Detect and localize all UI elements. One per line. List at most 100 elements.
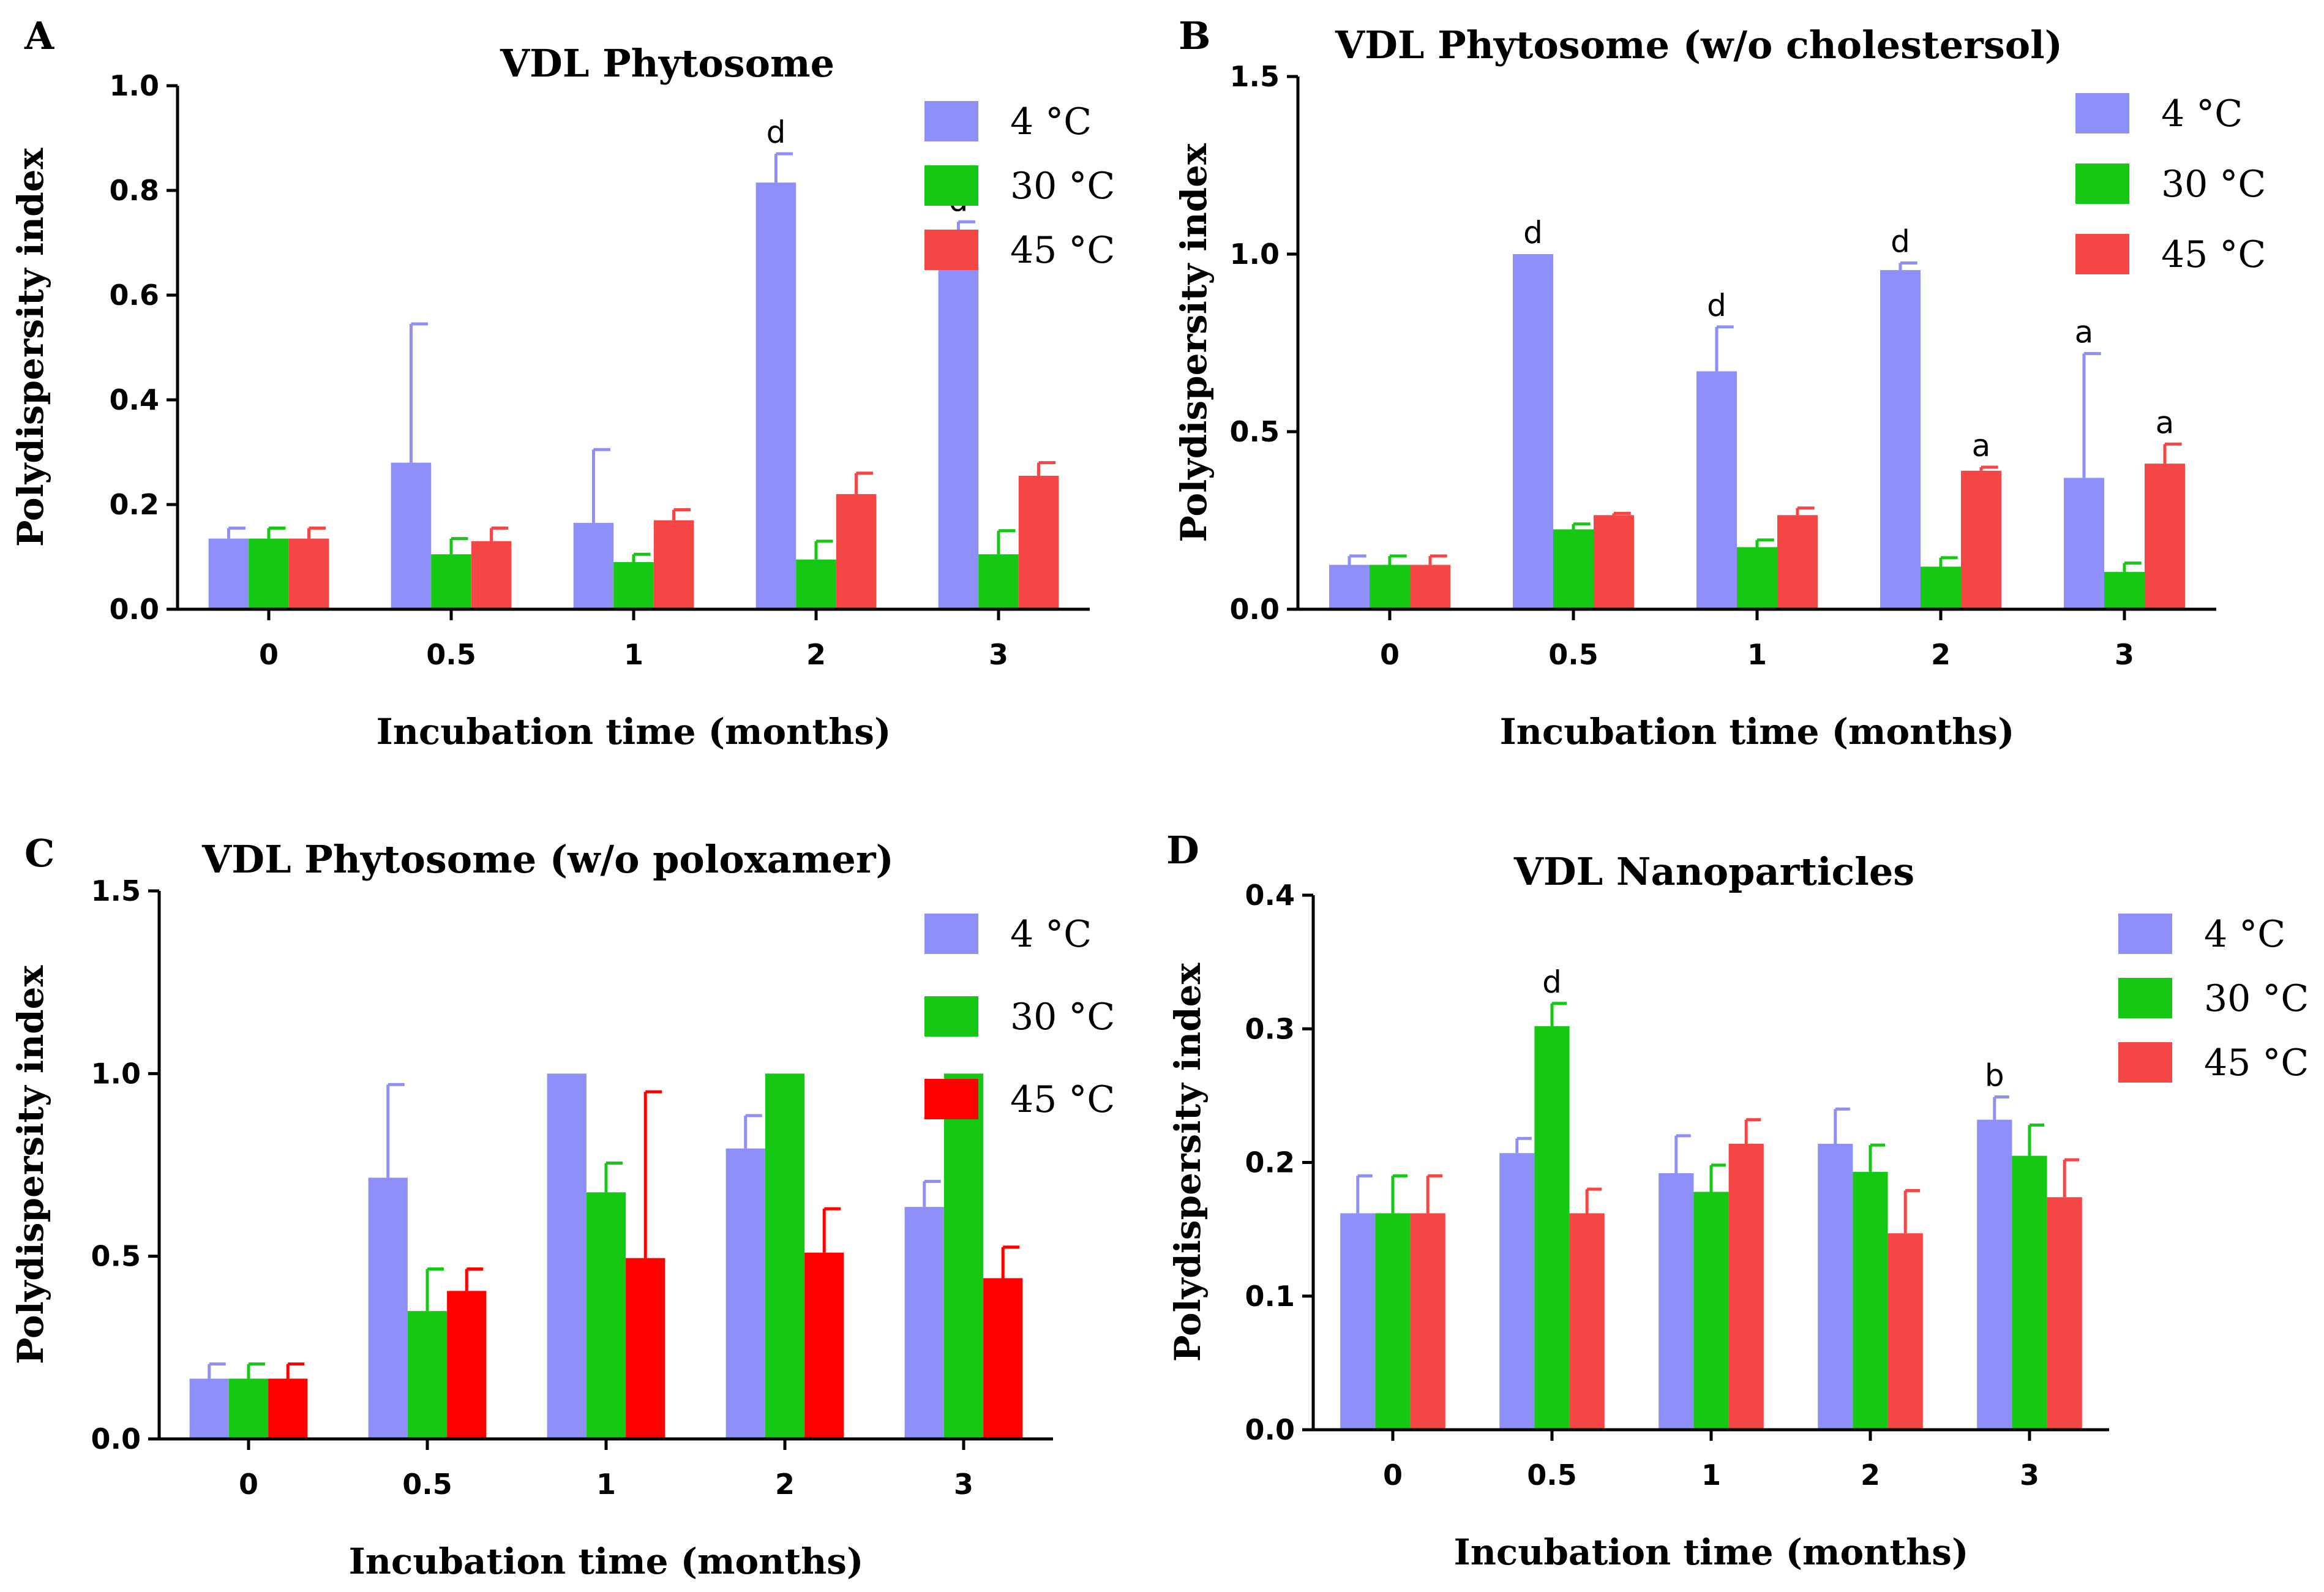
legend-swatch: [2118, 978, 2172, 1018]
bar: [765, 1073, 805, 1439]
bar: [2047, 1197, 2082, 1430]
bar: [431, 554, 471, 609]
legend-label: 4 °C: [1010, 100, 1092, 143]
y-tick-label: 0.4: [110, 383, 160, 416]
y-axis-label: Polydispersity index: [10, 148, 51, 547]
x-tick-label: 0: [1383, 1459, 1403, 1492]
x-tick-label: 0: [259, 638, 279, 671]
bar: [573, 522, 614, 609]
bar: [983, 1278, 1023, 1439]
legend-label: 4 °C: [2204, 913, 2285, 956]
y-tick-label: 0.5: [1230, 415, 1280, 448]
x-tick-label: 2: [806, 638, 826, 671]
x-tick-label: 2: [1861, 1459, 1880, 1492]
x-tick-label: 0: [1380, 638, 1400, 671]
significance-label: b: [1985, 1058, 2004, 1094]
x-tick-label: 3: [2020, 1459, 2039, 1492]
y-axis-label: Polydispersity index: [10, 965, 51, 1364]
y-tick-label: 1.0: [110, 69, 160, 102]
legend-swatch: [2118, 914, 2172, 954]
y-tick-label: 0.0: [91, 1422, 141, 1455]
bar: [1853, 1171, 1888, 1430]
panel-letter: C: [24, 831, 54, 876]
bar: [943, 1073, 984, 1439]
bar: [1410, 1213, 1445, 1430]
bar: [1693, 1192, 1729, 1430]
y-tick-label: 0.0: [1230, 593, 1280, 626]
bar: [1340, 1213, 1376, 1430]
panel-letter: D: [1166, 828, 1199, 873]
legend-swatch: [2075, 163, 2129, 204]
y-tick-label: 1.5: [91, 874, 141, 907]
y-tick-label: 0.1: [1245, 1280, 1295, 1313]
bar: [1534, 1026, 1570, 1430]
legend-swatch: [2118, 1042, 2172, 1083]
x-tick-label: 3: [989, 638, 1008, 671]
bar: [613, 562, 654, 609]
bar: [1370, 565, 1410, 609]
bar: [1737, 547, 1777, 609]
significance-label: a: [1972, 428, 1991, 464]
bar: [391, 462, 432, 609]
y-tick-label: 1.0: [1230, 238, 1280, 271]
legend-swatch: [924, 914, 978, 954]
legend-label: 45 °C: [2204, 1042, 2309, 1084]
bar: [1375, 1213, 1411, 1430]
bar: [836, 494, 877, 609]
bar: [1887, 1233, 1923, 1430]
significance-label: d: [1542, 964, 1562, 1000]
bar: [938, 263, 979, 609]
chart-title: VDL Phytosome: [500, 41, 834, 86]
bar: [1553, 529, 1594, 609]
bar: [249, 538, 289, 609]
x-tick-label: 3: [954, 1468, 973, 1501]
bar: [1921, 566, 1961, 609]
panel-b: B VDL Phytosome (w/o cholestersol) d d d a a a 0…: [1173, 13, 2266, 753]
bar: [1569, 1213, 1605, 1430]
chart-title: VDL Phytosome (w/o poloxamer): [201, 837, 894, 882]
y-tick-label: 0.3: [1245, 1012, 1295, 1045]
bar: [471, 541, 512, 609]
bar: [804, 1252, 844, 1439]
x-tick-label: 3: [2115, 638, 2134, 671]
y-tick-label: 0.0: [1245, 1413, 1295, 1446]
legend-label: 4 °C: [2161, 92, 2243, 135]
bar: [978, 554, 1019, 609]
x-tick-label: 1: [596, 1468, 616, 1501]
x-tick-label: 0: [239, 1468, 258, 1501]
bar: [1880, 270, 1921, 610]
legend-swatch: [924, 230, 978, 270]
significance-label: a: [2156, 405, 2175, 440]
x-tick-label: 0.5: [1527, 1459, 1577, 1492]
y-tick-label: 0.4: [1245, 879, 1295, 912]
x-tick-label: 0.5: [1548, 638, 1599, 671]
bar: [268, 1378, 308, 1439]
y-axis-label: Polydispersity index: [1167, 963, 1209, 1362]
significance-label: a: [2075, 314, 2094, 350]
bar: [796, 559, 836, 609]
bar: [189, 1378, 229, 1439]
x-tick-label: 1: [1701, 1459, 1721, 1492]
legend-swatch: [924, 996, 978, 1037]
bar: [1018, 475, 1059, 609]
legend-label: 30 °C: [2204, 977, 2309, 1020]
panel-letter: B: [1179, 13, 1210, 58]
significance-label: d: [1523, 215, 1543, 250]
significance-label: d: [1891, 224, 1910, 260]
bar: [547, 1073, 587, 1439]
legend-swatch: [2075, 234, 2129, 274]
bar: [1410, 565, 1450, 609]
bar: [653, 520, 694, 609]
x-axis-label: Incubation time (months): [349, 1541, 864, 1582]
significance-label: d: [1707, 288, 1726, 323]
x-tick-label: 2: [775, 1468, 795, 1501]
x-tick-label: 0.5: [402, 1468, 452, 1501]
legend-swatch: [924, 165, 978, 206]
y-tick-label: 0.2: [110, 488, 160, 521]
bar: [1594, 515, 1634, 609]
legend-label: 4 °C: [1010, 913, 1092, 956]
bar: [1961, 470, 2001, 609]
bar: [904, 1207, 944, 1439]
bar: [1818, 1143, 1853, 1430]
